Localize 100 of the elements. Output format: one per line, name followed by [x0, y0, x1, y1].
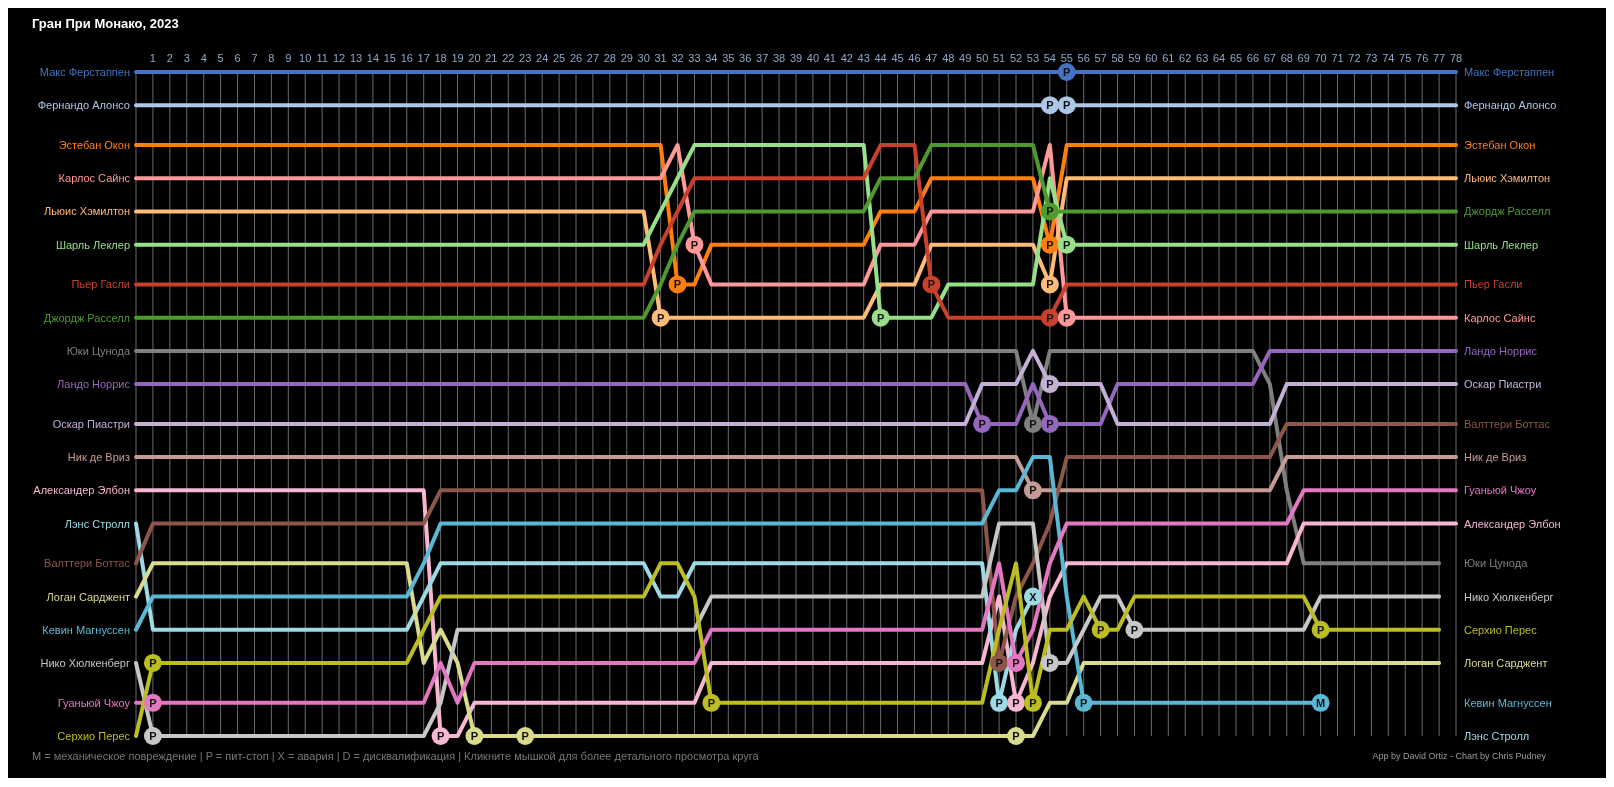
x-tick-label: 24	[536, 52, 549, 64]
annotation: P	[927, 278, 936, 291]
x-tick-label: 10	[299, 52, 312, 64]
text: M = механическое повреждение | P = пит-стоп | X = авария | D = дисквалификация | Кликните мышкой для более детального просмотра круга	[32, 750, 759, 762]
text: Джордж Расселл	[1464, 204, 1551, 217]
series-label: Эстебан Окон	[58, 138, 130, 152]
x-tick-label: 51	[992, 52, 1006, 64]
annotation: P	[1012, 730, 1020, 742]
annotation: P	[1046, 378, 1054, 391]
annotation: P	[1046, 656, 1054, 669]
x-tick-label: 27	[586, 52, 600, 64]
annotation: P	[436, 730, 445, 742]
x-tick-label: 69	[1297, 52, 1310, 64]
annotation: P	[1029, 484, 1037, 497]
x-tick-label: 23	[519, 52, 532, 64]
x-tick-label: 13	[349, 52, 363, 64]
text: Юки Цунода	[1464, 556, 1528, 569]
x-tick-label: 14	[366, 52, 380, 64]
annotation: P	[1029, 696, 1037, 709]
annotation: P	[1012, 656, 1020, 669]
x-tick-label: 3	[183, 52, 190, 64]
series-label: Гуаньюй Чжоу	[57, 696, 130, 710]
x-tick-label: 74	[1382, 52, 1395, 64]
text: Карлос Сайнс	[1464, 311, 1536, 324]
series-label: Нико Хюлкенберг	[40, 656, 130, 670]
annotation: P	[673, 278, 682, 291]
x-tick-label: 48	[942, 52, 955, 64]
series-label: Валттери Боттас	[44, 556, 130, 570]
annotation: P	[690, 238, 699, 251]
x-tick-label: 58	[1111, 52, 1124, 64]
annotation: P	[1063, 66, 1071, 78]
x-tick-label: 46	[908, 52, 921, 64]
x-tick-label: 75	[1399, 52, 1412, 64]
x-tick-label: 20	[468, 52, 481, 64]
x-tick-label: 70	[1314, 52, 1327, 64]
x-tick-label: 12	[332, 52, 346, 64]
x-tick-label: 59	[1128, 52, 1141, 64]
series-label: Кевин Магнуссен	[42, 623, 130, 637]
x-tick-label: 37	[756, 52, 769, 64]
annotation: P	[149, 730, 157, 742]
annotation: P	[1046, 99, 1054, 112]
x-tick-label: 68	[1280, 52, 1293, 64]
x-tick-label: 66	[1246, 52, 1260, 64]
x-tick-label: 25	[552, 52, 566, 64]
annotation: P	[876, 311, 885, 324]
series-label: Серхио Перес	[57, 729, 130, 743]
text: Нико Хюлкенберг	[1464, 590, 1554, 603]
text: Ник де Вриз	[1464, 450, 1527, 463]
series-label: Шарль Леклер	[55, 238, 130, 252]
x-tick-label: 55	[1060, 52, 1073, 64]
annotation: P	[1096, 623, 1105, 636]
x-tick-label: 71	[1331, 52, 1344, 64]
x-tick-label: 19	[451, 52, 464, 64]
annotation: P	[1130, 623, 1139, 636]
x-tick-label: 44	[874, 52, 887, 64]
annotation: P	[978, 417, 986, 430]
x-tick-label: 34	[705, 52, 718, 64]
text: Кевин Магнуссен	[1464, 696, 1552, 709]
x-tick-label: 38	[772, 52, 786, 64]
annotation: P	[1063, 99, 1071, 112]
x-tick-label: 5	[217, 52, 224, 64]
x-tick-label: 50	[976, 52, 989, 64]
x-tick-label: 16	[400, 52, 413, 64]
series-label: Макс Ферстаппен	[39, 65, 130, 79]
x-tick-label: 56	[1077, 52, 1090, 64]
x-tick-label: 1	[149, 52, 156, 64]
series-label: Лэнс Стролл	[64, 517, 130, 531]
x-tick-label: 61	[1162, 52, 1175, 64]
x-tick-label: 62	[1179, 52, 1192, 64]
x-tick-label: 40	[806, 52, 820, 64]
annotation: P	[1046, 205, 1054, 218]
annotation: P	[1316, 623, 1325, 636]
series-label: Юки Цунода	[66, 344, 130, 358]
x-tick-label: 26	[569, 52, 583, 64]
text: Логан Сарджент	[1464, 656, 1548, 669]
x-tick-label: 35	[722, 52, 735, 64]
x-tick-label: 4	[200, 52, 207, 64]
x-tick-label: 65	[1229, 52, 1243, 64]
annotation: P	[1080, 696, 1088, 709]
x-tick-label: 17	[417, 52, 430, 64]
series-label: Александер Элбон	[33, 483, 130, 497]
text: Серхио Перес	[1464, 623, 1537, 636]
annotation: P	[470, 730, 479, 742]
x-tick-label: 52	[1009, 52, 1023, 64]
x-tick-label: 9	[285, 52, 292, 64]
x-tick-label: 78	[1449, 52, 1463, 64]
annotation: P	[1046, 311, 1054, 324]
x-tick-label: 53	[1026, 52, 1040, 64]
annotation: P	[707, 696, 716, 709]
x-tick-label: 29	[620, 52, 633, 64]
text: Шарль Леклер	[1464, 238, 1539, 251]
x-tick-label: 77	[1432, 52, 1446, 64]
annotation: P	[1046, 278, 1054, 291]
x-tick-label: 63	[1196, 52, 1209, 64]
x-tick-label: 73	[1365, 52, 1378, 64]
annotation: X	[1029, 590, 1038, 603]
x-tick-label: 6	[234, 52, 241, 64]
x-tick-label: 41	[823, 52, 836, 64]
x-tick-label: 33	[688, 52, 701, 64]
annotation: P	[995, 656, 1003, 669]
